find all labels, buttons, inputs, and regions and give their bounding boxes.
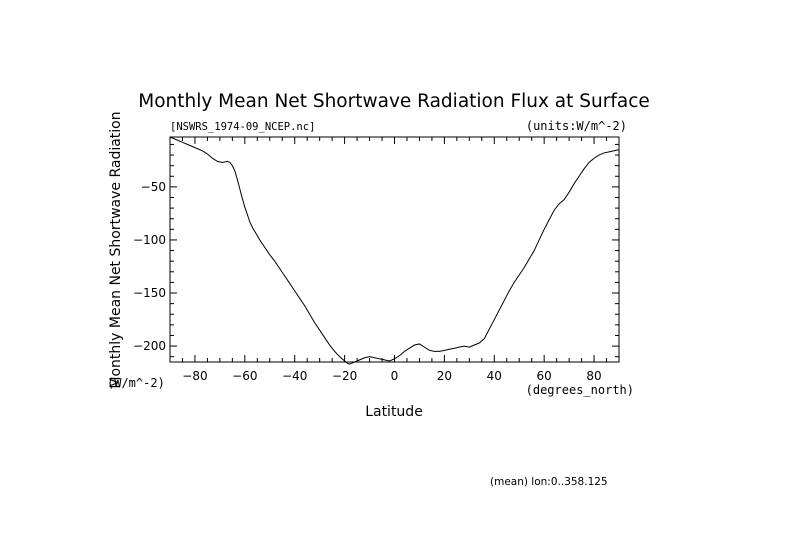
plot-area: −80 −60 −40 −20 0 20 40 60 80 −50−100−150−200 (133, 136, 620, 383)
x-tick-label: 60 (537, 369, 552, 383)
y-tick-labels: −50 −100 −150 −200 (133, 180, 166, 353)
plot-frame (169, 136, 620, 363)
x-tick-label: −20 (332, 369, 357, 383)
x-tick-label: 20 (437, 369, 452, 383)
x-tick-label: −60 (232, 369, 257, 383)
tick-marks (169, 137, 620, 362)
chart-title: Monthly Mean Net Shortwave Radiation Flu… (138, 91, 650, 112)
footnote: (mean) lon:0..358.125 (490, 476, 608, 488)
x-axis-label: Latitude (365, 404, 423, 420)
y-tick-label: −100 (133, 233, 166, 247)
chart-subtitle-left: [NSWRS_1974-09_NCEP.nc] (170, 121, 315, 133)
x-tick-label: −80 (182, 369, 207, 383)
x-axis-units: (degrees_north) (526, 383, 634, 397)
series-line (169, 136, 620, 365)
x-tick-labels: −80 −60 −40 −20 0 20 40 60 80 (182, 369, 601, 383)
y-axis-label: Monthly Mean Net Shortwave Radiation (108, 111, 124, 388)
y-axis-units: (W/m^-2) (107, 376, 165, 390)
chart-subtitle-right: (units:W/m^-2) (526, 119, 627, 133)
y-tick-label: −50 (141, 180, 166, 194)
x-tick-label: 40 (487, 369, 502, 383)
y-tick-label: −200 (133, 339, 166, 353)
x-tick-label: −40 (282, 369, 307, 383)
x-tick-label: 0 (391, 369, 399, 383)
x-tick-label: 80 (586, 369, 601, 383)
y-tick-label: −150 (133, 286, 166, 300)
